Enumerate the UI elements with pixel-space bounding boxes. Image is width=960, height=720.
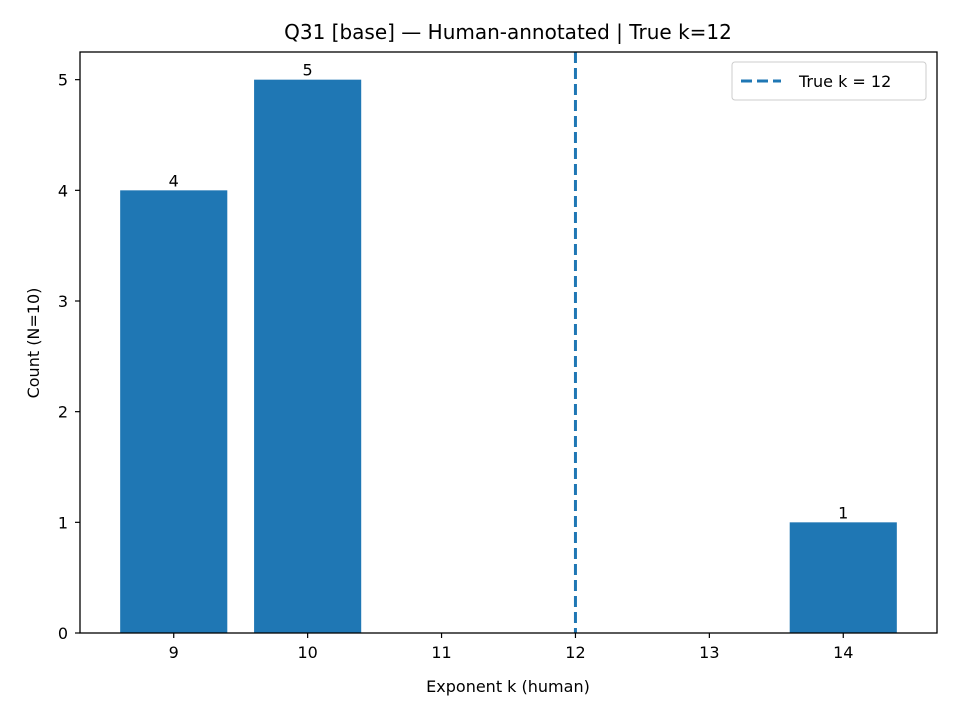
y-tick-label-3: 3 [58, 292, 68, 311]
y-axis-label: Count (N=10) [24, 288, 43, 399]
bar-k-14 [789, 522, 897, 633]
x-tick-label-11: 11 [431, 643, 451, 662]
bar-value-label-k-14: 1 [838, 503, 848, 522]
bar-k-9 [120, 190, 228, 634]
x-tick-label-12: 12 [565, 643, 585, 662]
y-tick-label-1: 1 [58, 513, 68, 532]
x-tick-label-9: 9 [169, 643, 179, 662]
x-tick-label-14: 14 [833, 643, 853, 662]
bar-k-10 [254, 79, 362, 633]
x-axis-ticks: 9 10 11 12 13 14 [169, 633, 853, 662]
plot-area-frame [79, 51, 938, 634]
legend-entry-true-k: True k = 12 [798, 72, 891, 91]
chart-title: Q31 [base] — Human-annotated | True k=12 [284, 20, 732, 44]
y-tick-label-4: 4 [58, 181, 68, 200]
bar-value-label-k-10: 5 [303, 61, 313, 80]
bar-value-label-k-9: 4 [169, 171, 179, 190]
x-axis-label: Exponent k (human) [426, 677, 590, 696]
data-labels-group: 4 5 1 [169, 61, 849, 523]
y-axis-ticks: 0 1 2 3 4 5 [58, 71, 80, 643]
y-tick-label-2: 2 [58, 403, 68, 422]
x-tick-label-10: 10 [297, 643, 317, 662]
legend-box [731, 61, 927, 101]
y-tick-label-5: 5 [58, 71, 68, 90]
bars-group [120, 79, 897, 634]
y-tick-label-0: 0 [58, 624, 68, 643]
legend: True k = 12 [731, 61, 927, 101]
x-tick-label-13: 13 [699, 643, 719, 662]
